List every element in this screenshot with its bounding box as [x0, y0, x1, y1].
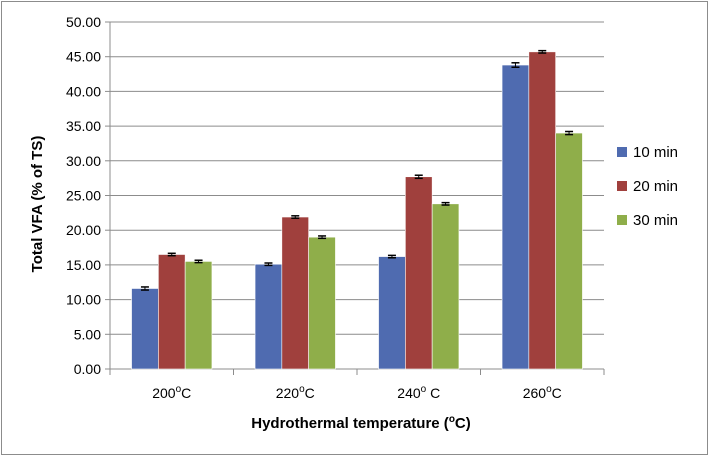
- bar: [281, 216, 309, 370]
- y-tick-label: 20.00: [66, 222, 101, 238]
- y-tick-label: 35.00: [66, 118, 101, 134]
- y-tick-label: 15.00: [66, 257, 101, 273]
- y-tick-labels: 0.00 5.00 10.00 15.00 20.00 25.00 30.00 35.00 40…: [66, 14, 101, 377]
- legend-swatch: [617, 215, 627, 225]
- bar: [308, 236, 336, 370]
- bar: [254, 263, 283, 370]
- legend-label: 20 min: [633, 178, 678, 195]
- chart-border: [1, 1, 708, 455]
- bar: [378, 256, 406, 370]
- legend-label: 10 min: [633, 144, 678, 161]
- y-tick-label: 50.00: [66, 14, 101, 30]
- bar: [158, 254, 186, 370]
- legend-swatch: [617, 147, 627, 157]
- x-category-label: 260oC: [523, 384, 562, 401]
- x-category-labels: 200oC 220oC 240o C 260oC: [152, 384, 562, 401]
- legend-swatch: [617, 181, 627, 191]
- legend: 10 min 20 min 30 min: [617, 144, 678, 229]
- bars: [131, 51, 583, 370]
- y-tick-label: 30.00: [66, 153, 101, 169]
- bar: [405, 176, 433, 370]
- y-tick-label: 0.00: [74, 361, 101, 377]
- error-bars: [140, 49, 574, 291]
- x-category-label: 220oC: [276, 384, 315, 401]
- y-tick-label: 25.00: [66, 188, 101, 204]
- bar: [555, 132, 583, 370]
- bar: [184, 261, 213, 370]
- x-category-label: 200oC: [152, 384, 191, 401]
- y-tick-label: 10.00: [66, 292, 101, 308]
- x-axis-title: Hydrothermal temperature (oC): [251, 414, 471, 432]
- legend-label: 30 min: [633, 212, 678, 229]
- y-tick-label: 5.00: [74, 326, 101, 342]
- bar: [131, 288, 159, 370]
- y-axis-title: Total VFA (% of TS): [29, 136, 46, 273]
- bar: [528, 51, 556, 370]
- y-tick-label: 45.00: [66, 49, 101, 65]
- bar: [501, 64, 530, 370]
- bar: [431, 203, 460, 370]
- y-tick-label: 40.00: [66, 83, 101, 99]
- x-category-label: 240o C: [397, 384, 440, 401]
